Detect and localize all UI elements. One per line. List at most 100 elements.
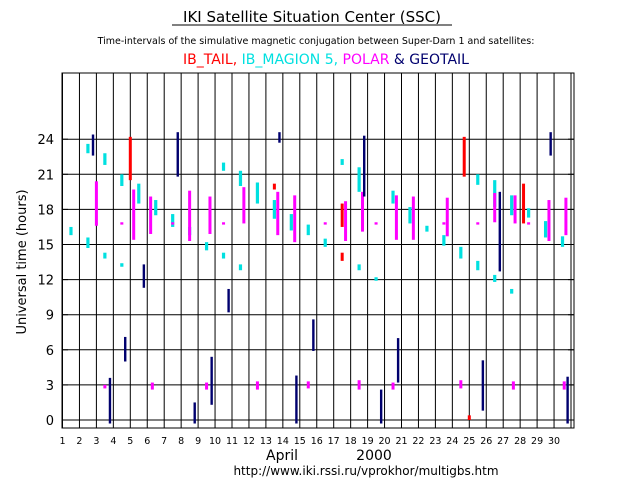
legend-sep-2: , bbox=[334, 52, 338, 68]
legend-entry-polar: POLAR bbox=[343, 52, 390, 68]
interval-bar-polar bbox=[120, 222, 124, 225]
interval-bar-polar bbox=[149, 196, 153, 234]
interval-bar-ib-magion-5 bbox=[137, 183, 141, 204]
interval-bar-ib-magion-5 bbox=[221, 162, 226, 171]
interval-bar-geotail bbox=[312, 319, 315, 351]
interval-bar-geotail bbox=[396, 338, 400, 383]
x-tick-label: 11 bbox=[226, 436, 238, 447]
interval-bar-polar bbox=[94, 181, 98, 226]
y-tick-labels: 0 3 6 9 12 15 18 21 24 bbox=[37, 133, 54, 429]
legend-entry-geotail: GEOTAIL bbox=[409, 52, 469, 68]
interval-bar-geotail bbox=[566, 376, 569, 424]
interval-bar-ib-magion-5 bbox=[510, 195, 514, 216]
interval-bar-polar bbox=[513, 195, 517, 224]
interval-bar-polar bbox=[459, 380, 463, 389]
plot-marks bbox=[69, 132, 569, 424]
interval-bar-polar bbox=[323, 222, 327, 225]
x-tick-label: 16 bbox=[311, 436, 323, 447]
interval-bar-ib-tail bbox=[340, 203, 344, 227]
interval-bar-ib-magion-5 bbox=[272, 200, 276, 219]
interval-bar-ib-magion-5 bbox=[103, 153, 107, 165]
x-tick-label: 21 bbox=[395, 436, 407, 447]
interval-bar-polar bbox=[374, 222, 378, 225]
interval-bar-polar bbox=[293, 195, 297, 243]
interval-bar-polar bbox=[511, 381, 515, 390]
x-tick-label: 17 bbox=[328, 436, 340, 447]
interval-bar-geotail bbox=[278, 132, 281, 143]
interval-bar-ib-magion-5 bbox=[306, 224, 310, 236]
interval-bar-polar bbox=[361, 191, 365, 232]
x-tick-label: 2 bbox=[76, 436, 82, 447]
interval-bar-ib-magion-5 bbox=[374, 277, 378, 281]
x-tick-label: 24 bbox=[446, 436, 458, 447]
interval-bar-geotail bbox=[379, 389, 383, 424]
interval-bar-ib-magion-5 bbox=[238, 264, 243, 271]
interval-bar-ib-magion-5 bbox=[323, 238, 327, 247]
interval-bar-ib-magion-5 bbox=[86, 237, 90, 249]
y-tick-label: 3 bbox=[46, 379, 54, 394]
interval-bar-ib-magion-5 bbox=[391, 190, 395, 204]
x-tick-label: 3 bbox=[93, 436, 99, 447]
interval-bar-geotail bbox=[91, 134, 95, 156]
x-tick-label: 1 bbox=[59, 436, 65, 447]
x-tick-label: 12 bbox=[243, 436, 255, 447]
x-tick-label: 14 bbox=[277, 436, 289, 447]
interval-bar-ib-magion-5 bbox=[204, 242, 209, 251]
legend-entry-ib-tail: IB_TAIL bbox=[183, 52, 233, 68]
y-tick-label: 0 bbox=[46, 414, 54, 429]
interval-bar-ib-magion-5 bbox=[408, 207, 412, 224]
source-url: http://www.iki.rssi.ru/vprokhor/multigbs… bbox=[233, 464, 498, 478]
interval-bar-polar bbox=[391, 382, 395, 390]
legend-sep-3: & bbox=[394, 52, 405, 68]
interval-bar-polar bbox=[357, 380, 361, 390]
interval-bar-ib-tail bbox=[272, 183, 276, 190]
interval-bar-ib-magion-5 bbox=[425, 225, 429, 232]
y-tick-label: 15 bbox=[37, 239, 54, 254]
interval-bar-geotail bbox=[108, 377, 112, 424]
legend-entry-ib-magion5: IB_MAGION 5 bbox=[242, 52, 334, 68]
interval-bar-ib-magion-5 bbox=[510, 288, 514, 294]
x-tick-label: 13 bbox=[260, 436, 272, 447]
x-axis-year: 2000 bbox=[356, 448, 392, 464]
x-tick-label: 4 bbox=[110, 436, 116, 447]
interval-bar-polar bbox=[476, 222, 480, 225]
x-tick-label: 27 bbox=[497, 436, 509, 447]
y-axis-label: Universal time (hours) bbox=[15, 189, 30, 334]
interval-bar-ib-magion-5 bbox=[476, 174, 480, 185]
x-tick-label: 6 bbox=[144, 436, 150, 447]
interval-bar-polar bbox=[222, 222, 226, 225]
x-tick-label: 28 bbox=[514, 436, 526, 447]
chart-title: IKI Satellite Situation Center (SSC) bbox=[183, 8, 441, 26]
interval-bar-ib-magion-5 bbox=[103, 252, 107, 259]
grid bbox=[62, 73, 574, 428]
chart-subtitle: Time-intervals of the simulative magneti… bbox=[97, 36, 535, 47]
interval-bar-polar bbox=[150, 382, 154, 390]
x-tick-label: 10 bbox=[209, 436, 221, 447]
interval-bar-ib-magion-5 bbox=[171, 214, 175, 227]
interval-bar-polar bbox=[208, 196, 212, 234]
interval-bar-polar bbox=[562, 381, 566, 390]
interval-bar-polar bbox=[255, 381, 259, 390]
interval-bar-ib-tail bbox=[467, 415, 471, 420]
x-tick-label: 9 bbox=[195, 436, 201, 447]
interval-bar-polar bbox=[188, 190, 192, 241]
interval-bar-ib-magion-5 bbox=[69, 226, 73, 236]
y-tick-label: 18 bbox=[37, 203, 54, 218]
interval-bar-polar bbox=[344, 201, 348, 241]
y-tick-label: 12 bbox=[37, 274, 54, 289]
interval-bar-polar bbox=[493, 193, 497, 223]
x-tick-labels: 1 2 3 4 5 6 7 8 9 10 11 12 13 14 15 16 17 18 19 20 21 22 23 24 2… bbox=[59, 436, 560, 447]
legend-sep-1: , bbox=[233, 52, 237, 68]
interval-bar-ib-magion-5 bbox=[560, 236, 565, 247]
interval-bar-geotail bbox=[481, 360, 485, 411]
y-tick-label: 24 bbox=[37, 133, 54, 148]
plot-frame bbox=[61, 72, 575, 429]
interval-bar-ib-magion-5 bbox=[86, 143, 90, 154]
interval-bar-geotail bbox=[498, 191, 502, 272]
x-axis-month: April bbox=[266, 448, 298, 464]
interval-bar-polar bbox=[445, 197, 449, 237]
x-tick-label: 26 bbox=[480, 436, 492, 447]
interval-bar-geotail bbox=[142, 264, 146, 288]
x-tick-label: 15 bbox=[294, 436, 306, 447]
